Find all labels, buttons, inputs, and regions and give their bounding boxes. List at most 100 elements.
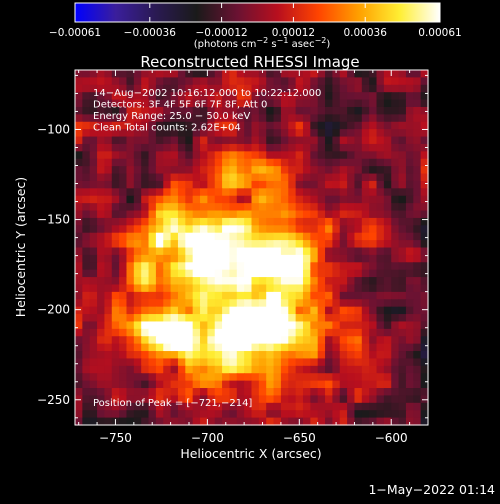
heatmap-cell xyxy=(236,380,245,389)
heatmap-cell xyxy=(251,410,260,419)
heatmap-cell xyxy=(332,291,341,300)
heatmap-cell xyxy=(170,99,179,108)
heatmap-cell xyxy=(361,195,370,204)
heatmap-cell xyxy=(398,254,407,263)
heatmap-cell xyxy=(317,269,326,278)
heatmap-cell xyxy=(82,121,91,130)
heatmap-cell xyxy=(295,351,304,360)
heatmap-cell xyxy=(280,129,289,138)
heatmap-cell xyxy=(413,321,422,330)
heatmap-cell xyxy=(148,106,157,115)
heatmap-cell xyxy=(155,358,164,367)
heatmap-cell xyxy=(170,388,179,397)
heatmap-cell xyxy=(222,254,231,263)
heatmap-cell xyxy=(280,314,289,323)
heatmap-cell xyxy=(177,343,186,352)
heatmap-cell xyxy=(177,321,186,330)
heatmap-cell xyxy=(354,129,363,138)
heatmap-cell xyxy=(383,380,392,389)
heatmap-cell xyxy=(104,351,113,360)
heatmap-cell xyxy=(75,306,83,315)
heatmap-cell xyxy=(258,336,267,345)
heatmap-cell xyxy=(273,180,282,189)
heatmap-cell xyxy=(383,365,392,374)
heatmap-cell xyxy=(391,343,400,352)
heatmap-cell xyxy=(163,77,172,86)
heatmap-cell xyxy=(413,210,422,219)
heatmap-cell xyxy=(302,351,311,360)
heatmap-cell xyxy=(89,180,98,189)
heatmap-cell xyxy=(398,395,407,404)
heatmap-cell xyxy=(288,166,297,175)
heatmap-cell xyxy=(251,262,260,271)
heatmap-cell xyxy=(207,402,216,411)
heatmap-cell xyxy=(229,284,238,293)
heatmap-cell xyxy=(302,195,311,204)
heatmap-cell xyxy=(111,232,120,241)
heatmap-cell xyxy=(119,291,128,300)
heatmap-cell xyxy=(229,314,238,323)
heatmap-cell xyxy=(398,84,407,93)
heatmap-cell xyxy=(229,388,238,397)
heatmap-cell xyxy=(376,321,385,330)
heatmap-cell xyxy=(295,291,304,300)
heatmap-cell xyxy=(258,395,267,404)
heatmap-cell xyxy=(75,240,83,249)
heatmap-cell xyxy=(251,343,260,352)
heatmap-cell xyxy=(89,328,98,337)
heatmap-cell xyxy=(317,254,326,263)
heatmap-cell xyxy=(170,121,179,130)
heatmap-cell xyxy=(192,195,201,204)
heatmap-cell xyxy=(295,395,304,404)
heatmap-cell xyxy=(325,151,333,160)
heatmap-cell xyxy=(222,70,231,78)
heatmap-cell xyxy=(104,247,113,256)
heatmap-cell xyxy=(361,343,370,352)
date-stamp: 1−May−2022 01:14 xyxy=(368,482,495,497)
heatmap-cell xyxy=(361,306,370,315)
heatmap-cell xyxy=(258,269,267,278)
heatmap-cell xyxy=(111,143,120,152)
heatmap-cell xyxy=(111,410,120,419)
heatmap-cell xyxy=(222,402,231,411)
heatmap-cell xyxy=(126,365,135,374)
heatmap-cell xyxy=(258,217,267,226)
heatmap-cell xyxy=(185,328,194,337)
heatmap-cell xyxy=(89,217,98,226)
heatmap-cell xyxy=(251,269,260,278)
heatmap-cell xyxy=(104,402,113,411)
heatmap-cell xyxy=(133,262,142,271)
heatmap-cell xyxy=(354,143,363,152)
heatmap-cell xyxy=(310,351,319,360)
heatmap-cell xyxy=(280,77,289,86)
heatmap-cell xyxy=(75,136,83,145)
heatmap-cell xyxy=(82,410,91,419)
heatmap-cell xyxy=(317,277,326,286)
heatmap-cell xyxy=(185,180,194,189)
heatmap-cell xyxy=(133,195,142,204)
heatmap-cell xyxy=(420,262,429,271)
heatmap-cell xyxy=(185,106,194,115)
heatmap-cell xyxy=(325,232,333,241)
heatmap-cell xyxy=(310,336,319,345)
heatmap-cell xyxy=(369,106,378,115)
heatmap-cell xyxy=(163,210,172,219)
heatmap-cell xyxy=(266,291,275,300)
heatmap-cell xyxy=(185,410,194,419)
heatmap-cell xyxy=(280,143,289,152)
heatmap-cell xyxy=(317,417,326,426)
heatmap-cell xyxy=(163,173,172,182)
heatmap-cell xyxy=(383,269,392,278)
heatmap-cell xyxy=(214,92,223,101)
heatmap-cell xyxy=(391,77,400,86)
heatmap-cell xyxy=(200,299,208,308)
heatmap-cell xyxy=(75,210,83,219)
heatmap-cell xyxy=(244,262,253,271)
heatmap-cell xyxy=(192,240,201,249)
heatmap-cell xyxy=(119,158,128,167)
heatmap-cell xyxy=(200,395,208,404)
heatmap-cell xyxy=(266,395,275,404)
heatmap-cell xyxy=(288,291,297,300)
heatmap-cell xyxy=(126,188,135,197)
heatmap-cell xyxy=(280,254,289,263)
